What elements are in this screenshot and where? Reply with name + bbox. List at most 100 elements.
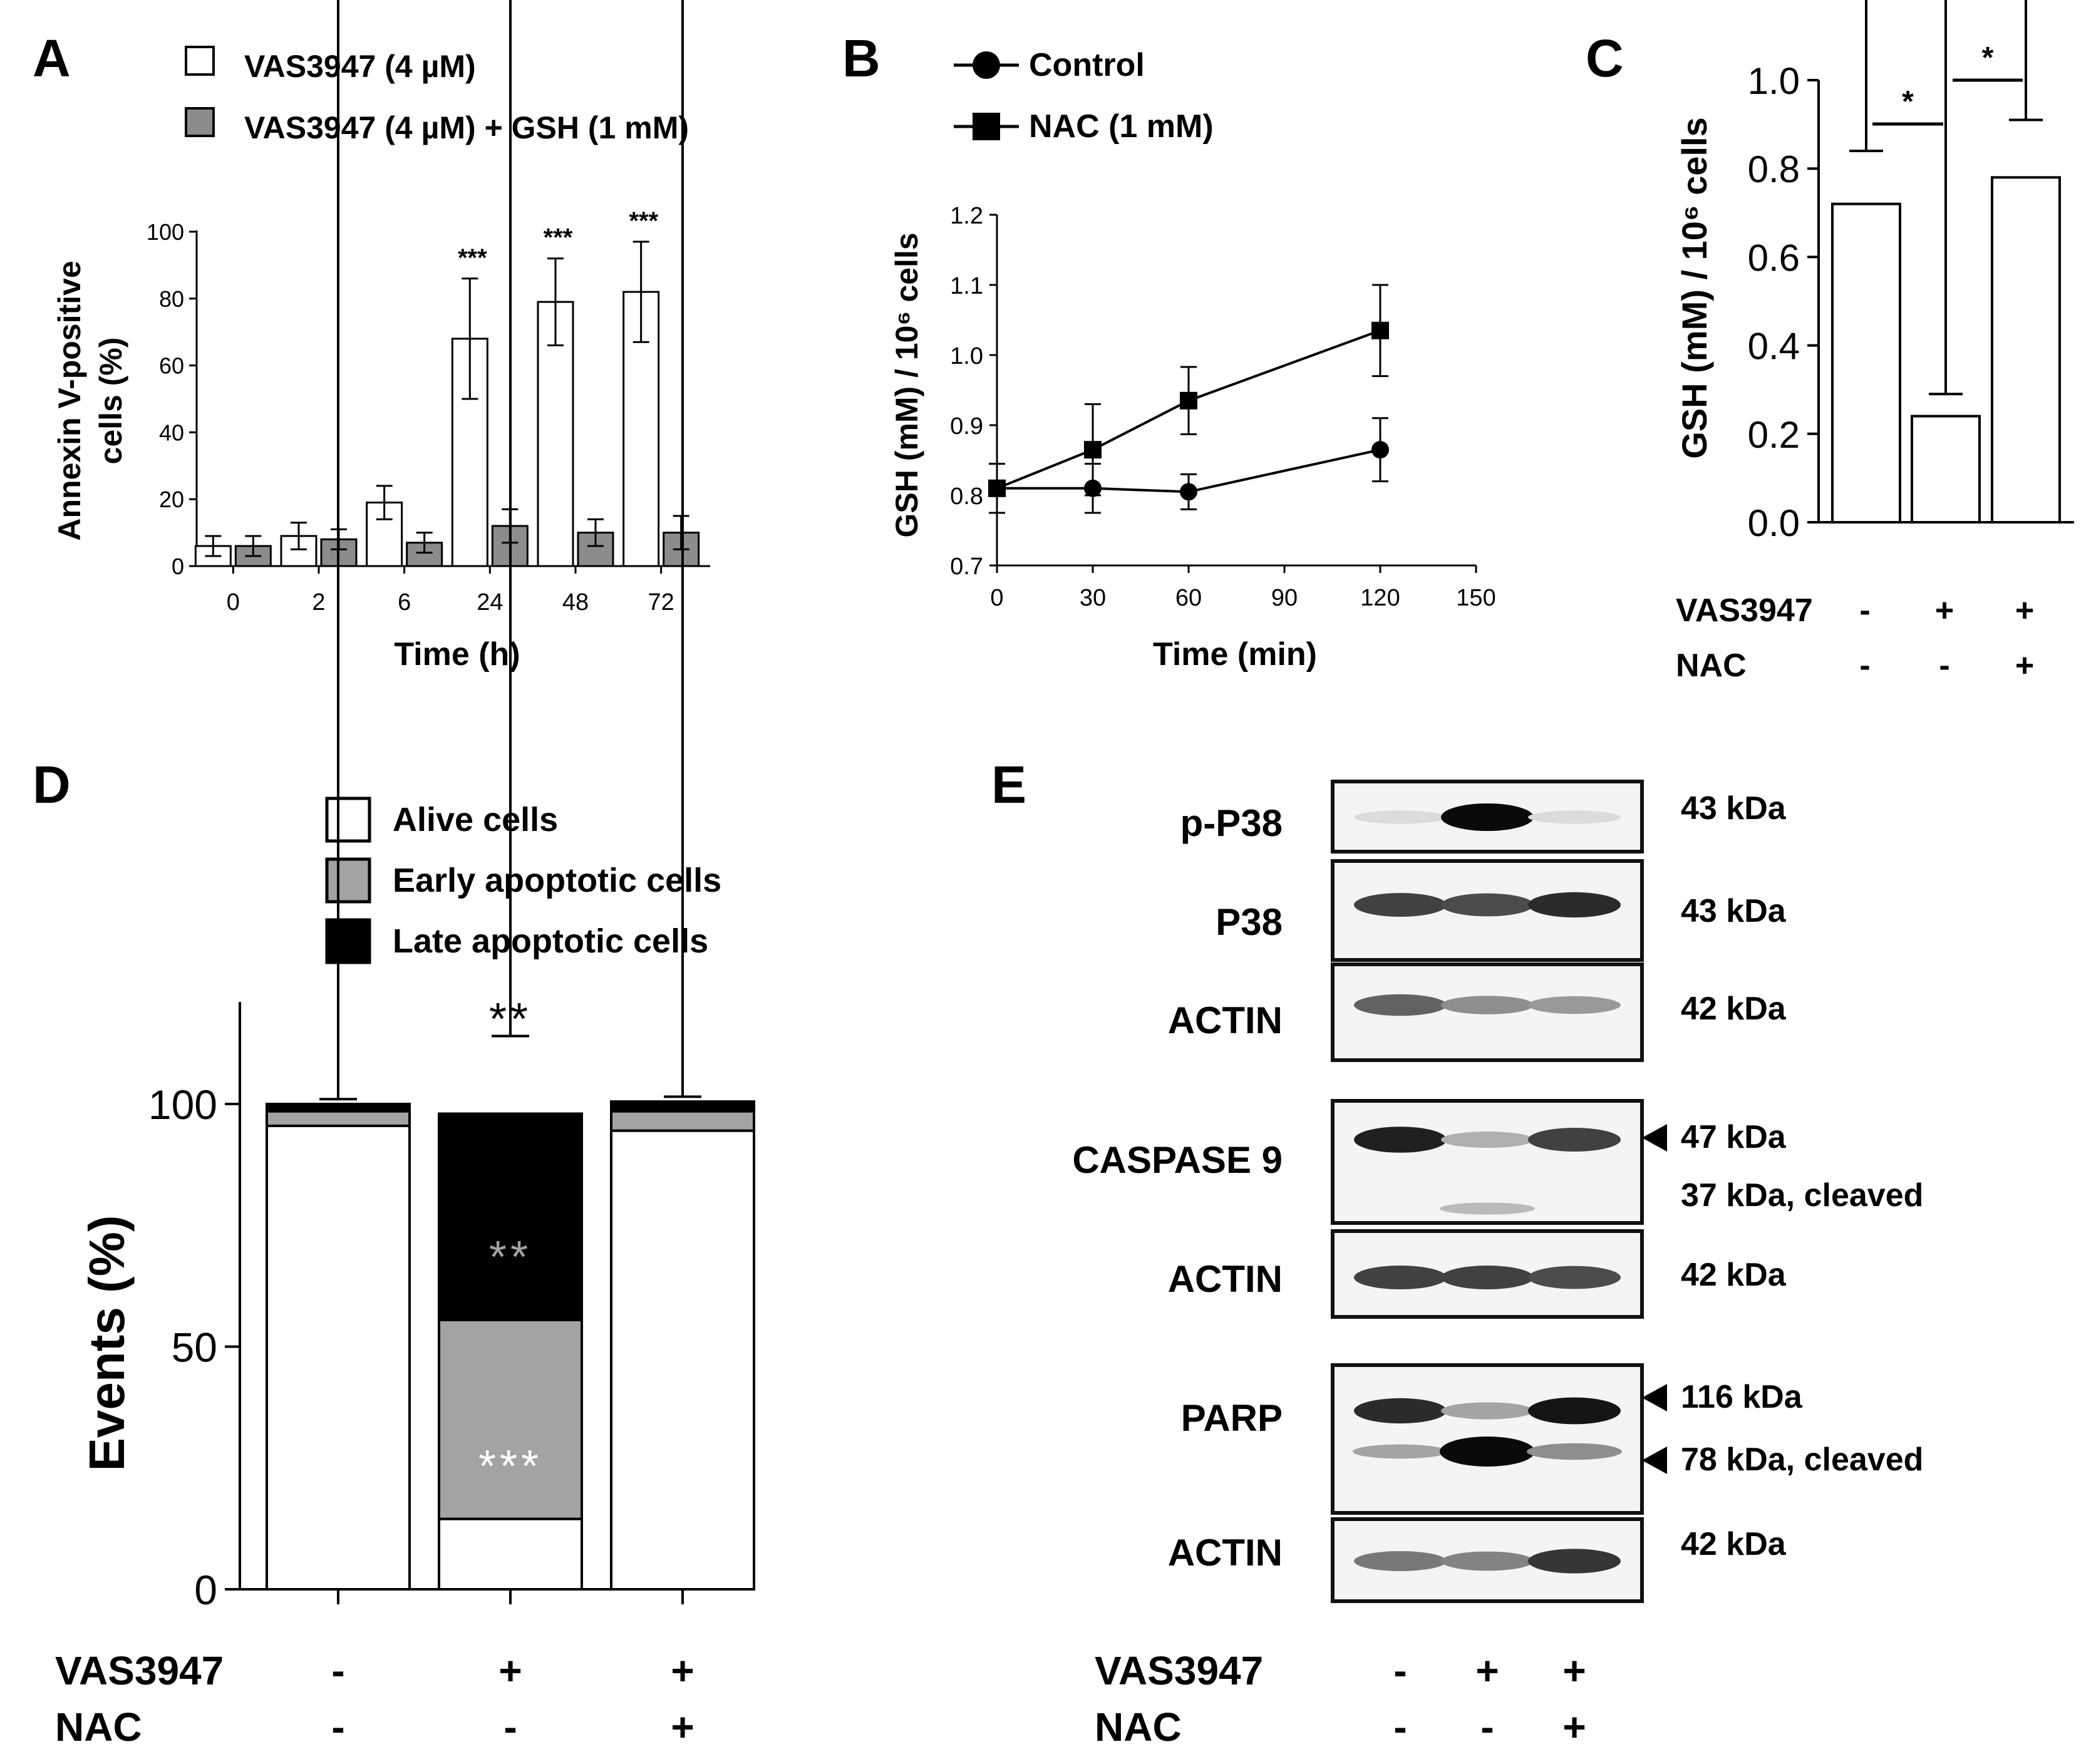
data-point: [1180, 391, 1197, 410]
condition-value: +: [2015, 592, 2034, 629]
legend-label: VAS3947 (4 µM): [244, 49, 476, 84]
legend-label: Alive cells: [393, 801, 558, 838]
arrowhead: [1642, 1384, 1667, 1411]
blot-label: PARP: [1181, 1397, 1283, 1439]
x-tick-label: 72: [648, 589, 674, 616]
significance-marker: *: [1982, 41, 1994, 75]
y-tick-label: 0.4: [1748, 326, 1800, 368]
arrowhead: [1642, 1124, 1667, 1152]
legend-swatch: [185, 107, 215, 137]
condition-value: +: [1562, 1648, 1586, 1693]
y-axis-label: Annexin V-positive: [52, 260, 87, 540]
x-tick-label: 120: [1360, 585, 1400, 611]
blot-band: [1528, 1397, 1621, 1425]
condition-value: -: [1859, 647, 1870, 684]
bar-segment: [438, 1112, 583, 1321]
x-axis-label: Time (h): [394, 636, 520, 673]
condition-value: -: [1393, 1705, 1407, 1750]
significance-marker: **: [489, 994, 532, 1044]
y-tick-label: 0: [194, 1567, 217, 1613]
significance-marker: **: [489, 1232, 532, 1282]
legend-swatch: [325, 918, 371, 964]
data-point: [1371, 321, 1389, 339]
data-point: [988, 479, 1006, 497]
condition-value: +: [1935, 592, 1954, 629]
y-tick-label: 20: [159, 487, 184, 512]
panel-c-chart: 0.0 0.2 0.4 0.6 0.8 1.0 * * GSH (mM) / 10⁶ cells…: [1675, 0, 2074, 684]
legend-swatch: [325, 857, 371, 904]
condition-value: -: [503, 1705, 517, 1750]
legend-swatch: [185, 46, 215, 76]
x-tick-label: 6: [398, 589, 411, 616]
molecular-weight-label: 42 kDa: [1681, 991, 1787, 1027]
blot-band: [1441, 1551, 1534, 1571]
blot-band: [1354, 1551, 1447, 1571]
blot-band: [1354, 1398, 1447, 1424]
blot-band: [1354, 893, 1447, 917]
panel-label-E: E: [991, 755, 1026, 814]
condition-value: +: [498, 1648, 522, 1693]
molecular-weight-label: 42 kDa: [1681, 1257, 1787, 1293]
y-tick-label: 50: [172, 1324, 217, 1371]
panel-b-chart: Control NAC (1 mM) 0.7 0.8 0.9 1.0 1.1 1.2 0 30 60…: [889, 47, 1496, 673]
legend-swatch: [325, 797, 371, 843]
y-tick-label: 0.0: [1748, 502, 1800, 544]
molecular-weight-label: 47 kDa: [1681, 1119, 1787, 1155]
condition-value: -: [331, 1648, 344, 1693]
legend-label: Early apoptotic cells: [393, 862, 721, 899]
y-tick-label: 0.2: [1748, 414, 1800, 456]
blot-band: [1441, 1402, 1534, 1420]
blot-band-cleaved: [1440, 1436, 1535, 1467]
y-tick-label: 0.8: [950, 483, 983, 510]
blot-band: [1528, 996, 1621, 1014]
blot-label: P38: [1216, 901, 1283, 943]
blot-band: [1528, 892, 1621, 918]
condition-value: -: [1480, 1705, 1494, 1750]
y-tick-label: 0.6: [1748, 237, 1800, 279]
condition-value: -: [1939, 647, 1949, 684]
blot-label: p-P38: [1180, 802, 1283, 844]
blot-band: [1528, 810, 1621, 824]
y-axis-label: cells (%): [93, 338, 128, 465]
x-tick-label: 150: [1456, 585, 1495, 611]
bar-segment: [266, 1124, 411, 1591]
bar: [1991, 176, 2061, 524]
condition-label: VAS3947: [55, 1648, 224, 1693]
legend-label: Late apoptotic cells: [393, 922, 708, 960]
blot-band: [1441, 996, 1534, 1014]
data-point: [1371, 441, 1389, 459]
bar: [622, 291, 660, 567]
data-point: [1084, 441, 1102, 459]
condition-label: NAC: [55, 1705, 142, 1750]
condition-value: -: [1393, 1648, 1407, 1693]
bar: [1911, 415, 1981, 524]
y-tick-label: 100: [147, 219, 184, 245]
significance-marker: ***: [458, 244, 487, 272]
x-tick-label: 30: [1080, 585, 1106, 611]
panel-d-chart: Alive cells Early apoptotic cells Late apo…: [55, 0, 755, 1750]
y-tick-label: 60: [159, 353, 184, 379]
molecular-weight-label: 43 kDa: [1681, 893, 1787, 929]
blot-band: [1441, 893, 1534, 917]
legend-label: Control: [1029, 47, 1145, 83]
blot-label: ACTIN: [1168, 1258, 1283, 1300]
significance-marker: ***: [544, 224, 573, 252]
y-axis-label: GSH (mM) / 10⁶ cells: [889, 232, 924, 537]
y-tick-label: 0.7: [950, 554, 983, 580]
condition-value: +: [2015, 647, 2034, 684]
panel-a-chart: VAS3947 (4 µM) VAS3947 (4 µM) + GSH (1 mM…: [52, 46, 710, 673]
condition-value: +: [1562, 1705, 1586, 1750]
blot-band: [1441, 803, 1534, 831]
y-axis-label: GSH (mM) / 10⁶ cells: [1675, 117, 1714, 459]
bar-segment: [266, 1110, 411, 1127]
panel-label-D: D: [33, 755, 71, 814]
x-tick-label: 0: [227, 589, 240, 616]
bar: [577, 532, 614, 567]
y-tick-label: 1.2: [950, 203, 983, 229]
molecular-weight-label: 42 kDa: [1681, 1526, 1787, 1562]
legend-label: NAC (1 mM): [1029, 108, 1214, 145]
blot-band-cleaved: [1527, 1443, 1622, 1460]
bar-segment: [266, 1103, 411, 1113]
series-line: [997, 448, 1381, 493]
